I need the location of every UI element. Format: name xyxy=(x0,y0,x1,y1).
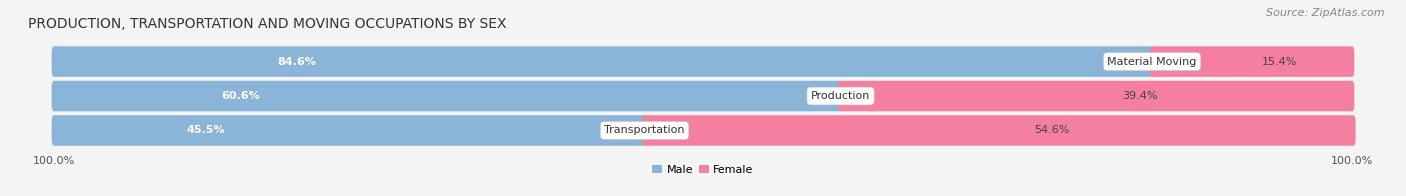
Text: 39.4%: 39.4% xyxy=(1122,91,1157,101)
FancyBboxPatch shape xyxy=(52,46,1354,77)
Text: 60.6%: 60.6% xyxy=(222,91,260,101)
FancyBboxPatch shape xyxy=(52,46,1154,77)
Text: PRODUCTION, TRANSPORTATION AND MOVING OCCUPATIONS BY SEX: PRODUCTION, TRANSPORTATION AND MOVING OC… xyxy=(28,17,506,31)
Text: Transportation: Transportation xyxy=(605,125,685,135)
Legend: Male, Female: Male, Female xyxy=(648,160,758,179)
Text: 15.4%: 15.4% xyxy=(1263,57,1298,67)
FancyBboxPatch shape xyxy=(52,81,844,111)
FancyBboxPatch shape xyxy=(52,81,1354,111)
FancyBboxPatch shape xyxy=(52,115,647,146)
Text: 54.6%: 54.6% xyxy=(1035,125,1070,135)
FancyBboxPatch shape xyxy=(643,115,1355,146)
Text: Source: ZipAtlas.com: Source: ZipAtlas.com xyxy=(1267,8,1385,18)
Text: Production: Production xyxy=(811,91,870,101)
Text: Material Moving: Material Moving xyxy=(1108,57,1197,67)
FancyBboxPatch shape xyxy=(838,81,1354,111)
FancyBboxPatch shape xyxy=(1150,46,1354,77)
Text: 84.6%: 84.6% xyxy=(277,57,316,67)
Text: 45.5%: 45.5% xyxy=(187,125,225,135)
FancyBboxPatch shape xyxy=(52,115,1354,146)
